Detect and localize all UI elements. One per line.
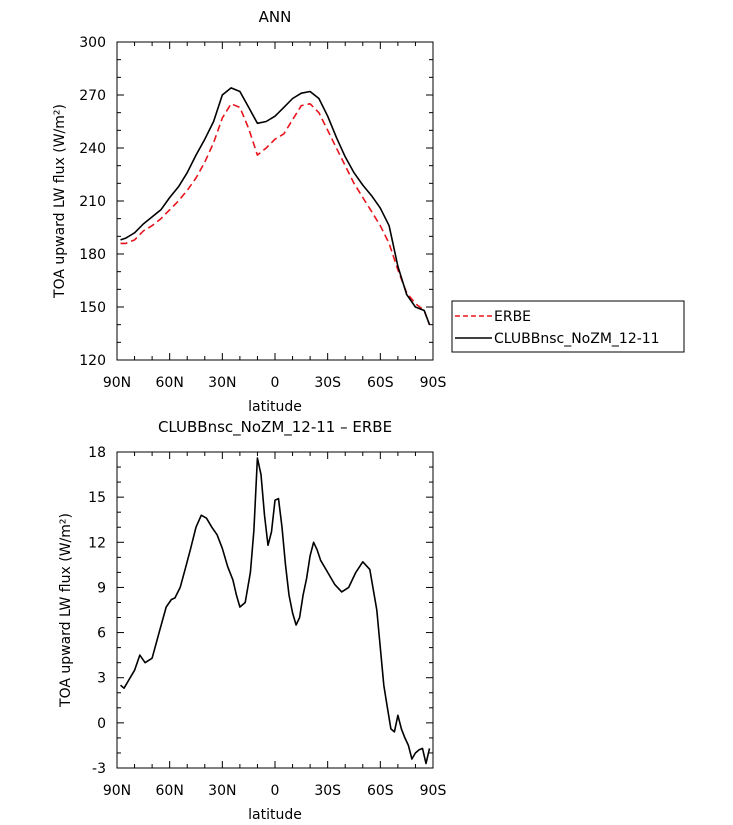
x-tick-label: 60S: [367, 783, 394, 799]
x-tick-label: 90N: [103, 375, 131, 391]
bottom-chart-series: [119, 457, 431, 765]
top-chart-x-axis-label: latitude: [248, 399, 302, 415]
y-tick-label: -3: [92, 761, 106, 777]
x-tick-label: 30S: [314, 375, 341, 391]
y-tick-label: 18: [88, 445, 106, 461]
x-tick-label: 0: [271, 783, 280, 799]
y-tick-label: 180: [79, 247, 106, 263]
y-tick-label: 9: [97, 580, 106, 596]
x-tick-label: 30N: [208, 783, 236, 799]
y-tick-label: 120: [79, 353, 106, 369]
x-tick-label: 0: [271, 375, 280, 391]
x-tick-label: 60N: [156, 783, 184, 799]
y-tick-label: 15: [88, 490, 106, 506]
legend-box: [451, 300, 685, 353]
y-tick-label: 6: [97, 626, 106, 642]
y-tick-label: 300: [79, 35, 106, 51]
erbe-series-line: [120, 103, 431, 325]
y-tick-label: 240: [79, 141, 106, 157]
clubbnsc-nozm-12-11-series-line: [120, 87, 431, 325]
bottom-chart-x-axis-label: latitude: [248, 807, 302, 823]
y-tick-label: 3: [97, 671, 106, 687]
bottom-chart: CLUBBnsc_NoZM_12-11 – ERBE 90N 60N 30N 0 30S…: [58, 418, 446, 823]
x-tick-label: 90N: [103, 783, 131, 799]
bottom-chart-plot-frame: [116, 451, 434, 769]
top-chart-y-tick-labels: 120 150 180 210 240 270 300: [79, 35, 106, 369]
y-tick-label: 12: [88, 535, 106, 551]
x-tick-label: 60N: [156, 375, 184, 391]
y-tick-label: 210: [79, 194, 106, 210]
top-chart: ANN 90N 60N 30N 0 30S 60S 90S 120 150 180 210 240 2…: [52, 8, 685, 415]
bottom-chart-y-tick-labels: -3 0 3 6 9 12 15 18: [88, 445, 106, 777]
y-tick-label: 150: [79, 300, 106, 316]
legend-label-erbe: ERBE: [494, 309, 531, 325]
legend: ERBE CLUBBnsc_NoZM_12-11: [451, 300, 685, 353]
bottom-chart-title: CLUBBnsc_NoZM_12-11 – ERBE: [158, 418, 392, 437]
top-chart-x-tick-labels: 90N 60N 30N 0 30S 60S 90S: [103, 375, 447, 391]
top-chart-tick-marks: [116, 41, 434, 361]
x-tick-label: 90S: [420, 783, 447, 799]
bottom-chart-x-tick-labels: 90N 60N 30N 0 30S 60S 90S: [103, 783, 447, 799]
y-tick-label: 270: [79, 88, 106, 104]
x-tick-label: 30S: [314, 783, 341, 799]
bot-difference-series-line: [119, 457, 431, 765]
legend-label-clubb: CLUBBnsc_NoZM_12-11: [494, 331, 660, 347]
top-chart-plot-frame: [116, 41, 434, 361]
x-tick-label: 90S: [420, 375, 447, 391]
top-chart-y-axis-label: TOA upward LW flux (W/m²): [52, 104, 68, 299]
x-tick-label: 60S: [367, 375, 394, 391]
bottom-chart-y-axis-label: TOA upward LW flux (W/m²): [58, 513, 74, 708]
y-tick-label: 0: [97, 716, 106, 732]
top-chart-series: [120, 87, 431, 325]
top-chart-title: ANN: [259, 8, 292, 26]
x-tick-label: 30N: [208, 375, 236, 391]
